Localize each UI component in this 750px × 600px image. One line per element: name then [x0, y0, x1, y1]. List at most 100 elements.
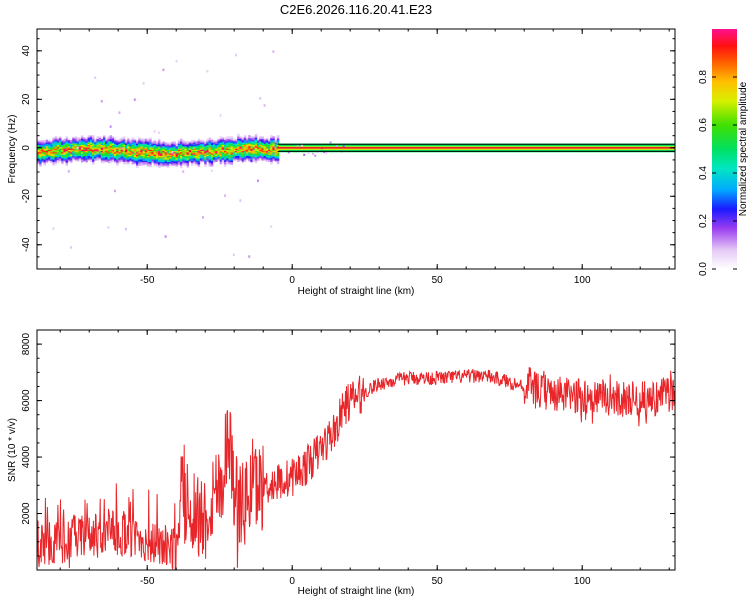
- spectrogram-cell: [631, 148, 634, 150]
- spectrogram-cell: [162, 143, 165, 145]
- spectrogram-cell: [397, 146, 401, 148]
- spectrogram-cell: [125, 159, 128, 161]
- spectrogram-cell: [142, 146, 146, 148]
- spectrogram-cell: [329, 148, 333, 150]
- spectrogram-cell: [395, 146, 399, 148]
- spectrogram-cell: [114, 141, 117, 143]
- spectrogram-cell: [100, 159, 104, 161]
- spectrogram-cell: [182, 162, 185, 165]
- spectrogram-cell: [224, 162, 227, 165]
- spectrogram-cell: [259, 137, 262, 139]
- spectrogram-cell: [617, 144, 621, 147]
- spectrogram-cell: [56, 141, 60, 143]
- spectrogram-cell: [138, 139, 141, 142]
- spectrogram-cell: [87, 150, 91, 153]
- spectrogram-cell: [116, 159, 119, 161]
- spectrogram-cell: [65, 148, 69, 150]
- spectrogram-cell: [226, 146, 229, 148]
- spectrogram-cell: [160, 162, 163, 165]
- spectrogram-cell: [41, 159, 44, 161]
- spectrogram-cell: [193, 143, 196, 145]
- spectrogram-cell: [241, 152, 245, 154]
- spectrogram-cell: [50, 141, 53, 143]
- spectrogram-cell: [65, 153, 69, 155]
- spectrogram-cell: [54, 143, 58, 145]
- spectrogram-cell: [292, 144, 295, 147]
- spectrogram-cell: [263, 150, 267, 153]
- spectrogram-cell: [111, 158, 115, 160]
- spectrogram-cell: [92, 144, 95, 147]
- spectrogram-cell: [65, 136, 69, 138]
- spectrogram-cell: [131, 155, 135, 158]
- spectrogram-cell: [193, 160, 196, 162]
- spectrogram-cell: [81, 143, 84, 145]
- spectrogram-cell: [155, 144, 159, 147]
- spectrogram-cell: [162, 158, 165, 160]
- spectrogram-cell: [138, 162, 141, 165]
- spectrogram-cell: [402, 149, 405, 152]
- spectrogram-cell: [587, 144, 590, 147]
- spectrogram-cell: [672, 148, 676, 150]
- spectrogram-cell: [657, 146, 660, 148]
- spectrogram-cell: [50, 155, 53, 158]
- spectrogram-cell: [567, 146, 570, 148]
- spectrogram-cell: [213, 139, 216, 142]
- spectrogram-cell: [235, 156, 238, 159]
- spectrogram-cell: [81, 156, 84, 159]
- spectrogram-cell: [243, 143, 247, 145]
- spectrogram-cell: [149, 143, 152, 145]
- spectrogram-cell: [142, 148, 146, 150]
- spectrogram-cell: [382, 146, 385, 148]
- spectrogram-cell: [107, 139, 110, 142]
- spectrogram-cell: [230, 137, 234, 139]
- spectrogram-cell: [259, 150, 262, 153]
- spectrogram-cell: [661, 144, 665, 147]
- spectrogram-cell: [81, 136, 84, 138]
- spectrogram-cell: [109, 143, 113, 145]
- spectrogram-cell: [87, 139, 91, 142]
- spectrogram-cell: [232, 156, 236, 159]
- spectrogram-cell: [208, 154, 212, 156]
- spectrogram-cell: [538, 146, 542, 148]
- spectrogram-cell: [118, 154, 121, 156]
- spectrogram-cell: [217, 138, 220, 141]
- spectrogram-cell: [103, 156, 106, 159]
- spectrogram-cell: [274, 158, 278, 160]
- spectrogram-cell: [334, 146, 337, 148]
- spectrogram-cell: [83, 154, 86, 156]
- spectrogram-cell: [140, 146, 143, 148]
- spectrogram-cell: [391, 146, 394, 148]
- spectrogram-cell: [133, 162, 137, 165]
- spectrogram-cell: [144, 159, 148, 161]
- spectrogram-cell: [153, 149, 157, 152]
- spectrogram-cell: [613, 146, 616, 148]
- spectrogram-cell: [48, 160, 51, 162]
- spectrogram-cell: [197, 144, 201, 147]
- spectrogram-cell: [529, 148, 533, 150]
- spectrogram-cell: [191, 159, 194, 161]
- spectrogram-cell: [50, 144, 53, 147]
- spectrogram-cell: [287, 149, 291, 152]
- spectrogram-cell: [48, 159, 51, 161]
- spectrogram-cell: [620, 149, 623, 152]
- spectrogram-cell: [87, 152, 91, 154]
- spectrogram-cell: [389, 146, 392, 148]
- spectrogram-cell: [226, 149, 229, 152]
- spectrogram-cell: [292, 146, 295, 148]
- spectrogram-cell: [472, 149, 476, 152]
- spectrogram-cell: [252, 150, 256, 153]
- spectrogram-cell: [140, 139, 143, 142]
- spectrogram-cell: [169, 154, 172, 156]
- spectrogram-cell: [142, 139, 146, 142]
- spectrogram-cell: [193, 144, 196, 147]
- spectrogram-cell: [186, 152, 190, 154]
- spectrogram-cell: [213, 149, 216, 152]
- spectrogram-cell: [622, 148, 625, 150]
- spectrogram-cell: [323, 146, 326, 148]
- spectrogram-cell: [162, 155, 165, 158]
- spectrogram-cell: [466, 148, 469, 150]
- spectrogram-cell: [336, 149, 339, 152]
- spectrogram-cell: [611, 148, 614, 150]
- spectrogram-cell: [193, 154, 196, 156]
- spectrogram-cell: [72, 144, 75, 147]
